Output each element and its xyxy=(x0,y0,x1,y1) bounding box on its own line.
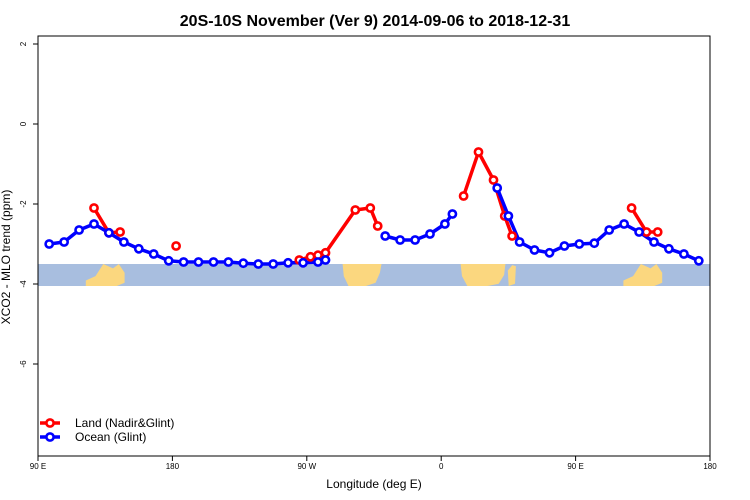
y-tick-label: -4 xyxy=(19,280,28,288)
land-shape xyxy=(507,265,516,286)
data-point xyxy=(604,225,615,235)
data-point xyxy=(313,257,323,267)
land-shape xyxy=(85,264,125,286)
x-tick-label: 180 xyxy=(703,462,717,471)
data-point xyxy=(559,241,570,251)
data-point xyxy=(664,243,674,254)
data-point xyxy=(652,227,663,237)
data-point xyxy=(320,255,331,265)
data-point xyxy=(283,257,293,268)
data-point xyxy=(115,227,125,237)
land-shape xyxy=(342,264,382,286)
data-point xyxy=(163,255,174,266)
data-point xyxy=(679,249,689,259)
legend-marker xyxy=(45,418,55,428)
data-point xyxy=(649,237,659,247)
data-point xyxy=(626,203,637,213)
data-point xyxy=(544,247,555,258)
y-axis-label: XCO2 - MLO trend (ppm) xyxy=(0,190,13,325)
legend-label: Ocean (Glint) xyxy=(75,430,146,444)
data-point xyxy=(574,239,585,249)
chart-title: 20S-10S November (Ver 9) 2014-09-06 to 2… xyxy=(180,13,571,30)
data-point xyxy=(514,237,525,247)
x-axis: 90 E 180 90 W 0 90 E 180 xyxy=(30,456,717,471)
x-tick-label: 0 xyxy=(439,462,444,471)
y-tick-label: 2 xyxy=(19,41,28,46)
data-point xyxy=(193,257,204,267)
data-point xyxy=(589,238,600,249)
y-axis: 2 0 -2 -4 -6 xyxy=(19,41,38,368)
data-point xyxy=(503,211,514,221)
data-point xyxy=(305,251,316,262)
y-tick-label: -2 xyxy=(19,200,28,208)
data-point xyxy=(380,231,391,241)
data-point xyxy=(410,235,420,245)
data-point xyxy=(425,229,435,239)
data-point xyxy=(148,249,159,259)
land-shape xyxy=(623,264,663,286)
data-point xyxy=(44,239,55,249)
data-point xyxy=(458,191,469,201)
series-line xyxy=(48,222,326,266)
data-point xyxy=(178,257,189,267)
land-shape xyxy=(460,264,506,286)
data-point xyxy=(208,257,219,267)
data-point xyxy=(372,221,383,231)
data-point xyxy=(492,183,503,193)
x-tick-label: 90 W xyxy=(297,462,316,471)
y-tick-label: -6 xyxy=(19,360,28,368)
data-point xyxy=(268,259,279,269)
plot-frame xyxy=(37,35,711,457)
data-point xyxy=(104,227,114,238)
data-point xyxy=(298,257,308,268)
data-point xyxy=(473,147,484,157)
land-masses xyxy=(85,264,663,286)
data-point xyxy=(223,257,234,267)
data-point xyxy=(693,255,704,266)
x-tick-label: 90 E xyxy=(30,462,46,471)
series-points xyxy=(44,147,704,269)
y-tick-label: 0 xyxy=(19,121,28,126)
data-point xyxy=(365,203,376,213)
x-tick-label: 180 xyxy=(166,462,180,471)
data-point xyxy=(171,241,181,251)
data-point xyxy=(447,209,458,219)
data-point xyxy=(634,227,644,237)
data-point xyxy=(350,205,361,215)
data-point xyxy=(488,175,499,185)
data-point xyxy=(89,203,99,213)
x-axis-label: Longitude (deg E) xyxy=(326,477,421,491)
legend-marker xyxy=(45,432,55,442)
x-tick-label: 90 E xyxy=(567,462,583,471)
series-line xyxy=(461,150,514,237)
legend-label: Land (Nadir&Glint) xyxy=(75,416,174,430)
data-point xyxy=(529,245,540,255)
legend: Land (Nadir&Glint)Ocean (Glint) xyxy=(40,416,174,444)
data-point xyxy=(59,237,69,247)
data-point xyxy=(119,237,129,247)
map-band xyxy=(38,264,710,286)
data-point xyxy=(439,219,450,229)
data-point xyxy=(619,219,629,229)
data-point xyxy=(507,231,517,241)
data-point xyxy=(253,259,264,269)
data-point xyxy=(238,258,249,269)
data-point xyxy=(133,243,144,254)
data-point xyxy=(89,219,99,229)
data-point xyxy=(74,225,84,235)
data-point xyxy=(395,235,405,245)
